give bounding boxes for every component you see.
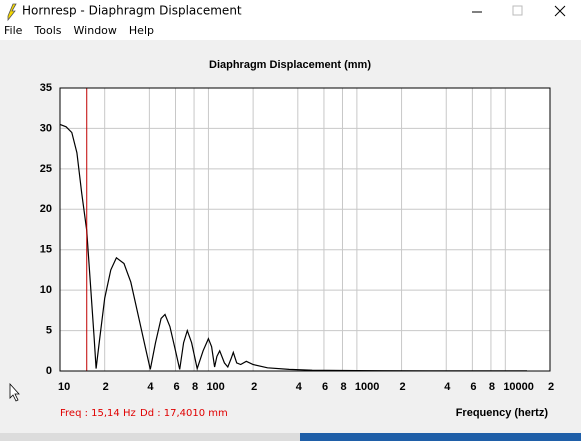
mouse-pointer [9,382,20,402]
x-tick-label: 6 [174,381,180,393]
x-tick-label: 2 [251,381,257,393]
x-tick-label: 4 [444,381,451,393]
x-axis-label: Frequency (hertz) [456,407,549,419]
y-tick-label: 0 [46,365,52,377]
plot [59,87,551,372]
plot-frame [59,87,551,372]
y-tick-label: 15 [40,244,52,256]
x-tick-label: 100 [206,381,224,393]
menu-item[interactable]: Help [129,24,154,37]
x-tick-label: 6 [322,381,328,393]
status-freq: Freq : 15,14 Hz [60,408,136,419]
taskbar-edge [0,433,300,441]
x-tick-label: 4 [296,381,303,393]
x-tick-label: 8 [340,381,346,393]
y-tick-label: 10 [40,284,52,296]
window-title: Hornresp - Diaphragm Displacement [22,4,242,18]
menu-item[interactable]: Tools [33,24,61,37]
maximize-button[interactable] [512,5,523,16]
chart-title: Diaphragm Displacement (mm) [209,59,371,71]
title-bar [0,0,581,40]
y-tick-label: 35 [40,82,52,94]
y-tick-label: 25 [40,163,52,175]
x-tick-label: 1000 [355,381,379,393]
y-tick-label: 5 [46,324,52,336]
y-tick-label: 20 [40,203,52,215]
x-tick-label: 8 [489,381,495,393]
status-dd: Dd : 17,4010 mm [140,408,228,419]
y-tick-label: 30 [40,122,52,134]
x-tick-label: 6 [470,381,476,393]
menu-item[interactable]: File [4,24,23,37]
x-tick-label: 2 [400,381,406,393]
x-tick-label: 2 [548,381,554,393]
menu-item[interactable]: Window [74,24,117,37]
menu-bar: File Tools Window Help [4,24,154,37]
x-tick-label: 4 [147,381,154,393]
close-button[interactable] [554,5,566,17]
displacement-line [59,123,527,372]
plot-area [59,87,551,372]
x-tick-label: 10000 [503,381,534,393]
x-tick-label: 10 [58,381,70,393]
app-icon [7,3,17,22]
taskbar-edge [300,433,581,441]
x-tick-label: 8 [192,381,198,393]
x-tick-label: 2 [103,381,109,393]
